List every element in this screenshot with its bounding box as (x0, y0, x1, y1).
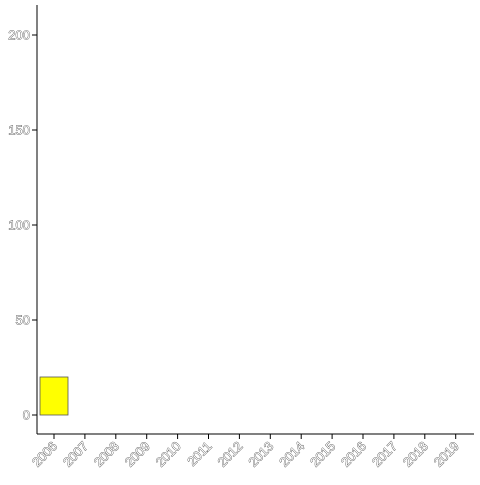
x-tick-label: 2019 (431, 439, 462, 470)
y-tick-label: 200 (8, 28, 30, 43)
x-tick-label: 2018 (400, 439, 431, 470)
x-tick-label: 2010 (153, 439, 184, 470)
x-tick-label: 2011 (184, 439, 214, 469)
x-tick-label: 2007 (60, 439, 91, 470)
bars (40, 377, 68, 415)
x-tick-label: 2012 (214, 439, 245, 470)
y-tick-label: 150 (8, 123, 30, 138)
x-tick-label: 2013 (245, 439, 276, 470)
x-axis: 2006200720082009201020112012201320142015… (29, 434, 474, 470)
x-tick-label: 2016 (338, 439, 369, 470)
y-tick-label: 100 (8, 218, 30, 233)
y-tick-label: 50 (16, 313, 30, 328)
x-tick-label: 2008 (91, 439, 122, 470)
bar-2006 (40, 377, 68, 415)
y-tick-label: 0 (23, 408, 30, 423)
y-axis: 0 50 100 150 200 (8, 5, 37, 434)
x-tick-label: 2009 (122, 439, 153, 470)
x-tick-label: 2006 (29, 439, 60, 470)
x-tick-label: 2017 (369, 439, 400, 470)
x-tick-label: 2014 (276, 439, 307, 470)
x-tick-label: 2015 (307, 439, 338, 470)
